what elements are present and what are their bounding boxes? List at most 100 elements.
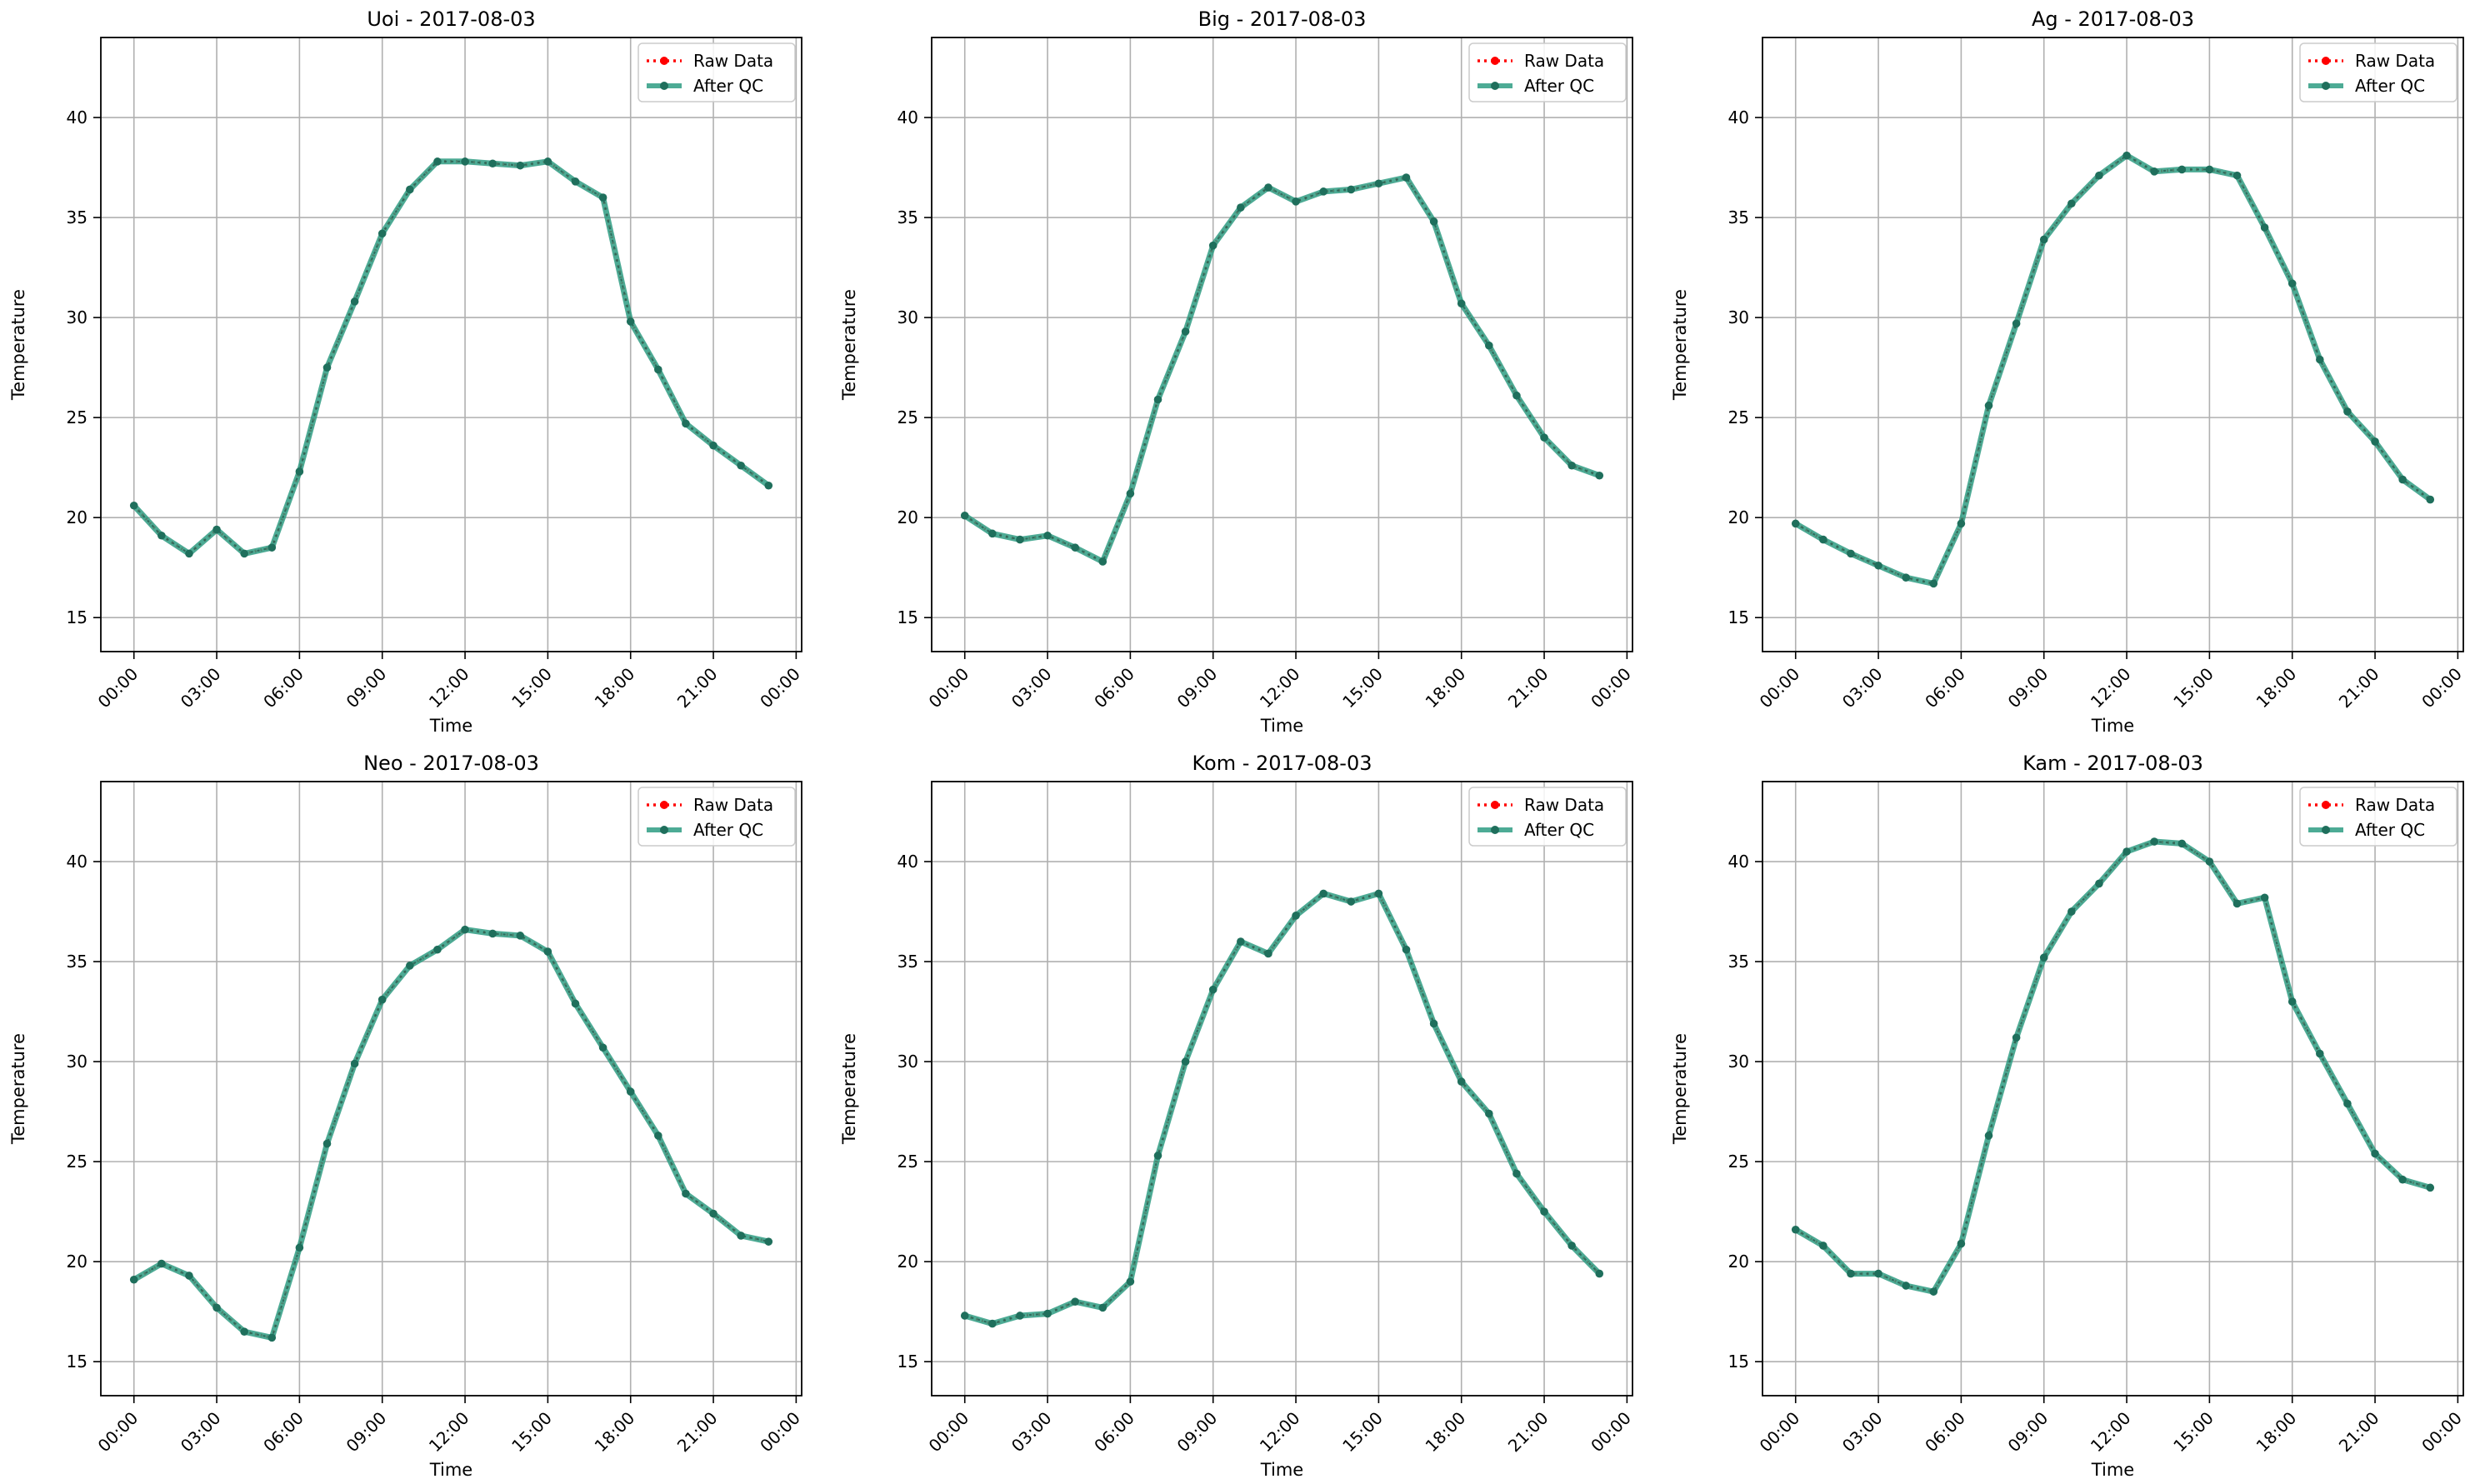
data-point	[185, 549, 193, 558]
y-tick-label: 20	[898, 1252, 918, 1272]
x-tick-label: 09:00	[2004, 1408, 2052, 1457]
y-tick-label: 25	[1728, 407, 1749, 427]
data-point	[709, 441, 718, 450]
data-point	[1847, 1269, 1855, 1278]
x-tick-label: 06:00	[1921, 664, 1969, 712]
data-point	[543, 947, 552, 956]
data-point	[1153, 1152, 1162, 1160]
x-tick-label: 03:00	[1008, 1408, 1056, 1457]
x-tick-label: 09:00	[342, 1408, 391, 1457]
data-point	[764, 481, 773, 490]
subplot-2: 00:00 03:00 06:00 09:00 12:00 15:00 18:00 21:00…	[839, 7, 1635, 736]
x-tick-label: 06:00	[1090, 664, 1138, 712]
legend-qc-label: After QC	[1524, 820, 1594, 840]
data-point	[654, 1132, 662, 1140]
y-tick-label: 40	[1728, 852, 1749, 872]
y-tick-label: 40	[1728, 107, 1749, 127]
data-point	[2205, 165, 2214, 174]
x-tick-label: 12:00	[1256, 1408, 1304, 1457]
raw-data-overlay-line	[964, 892, 1601, 1325]
x-tick-label: 18:00	[1422, 1408, 1470, 1457]
data-point	[2426, 1183, 2435, 1192]
data-point	[1540, 433, 1548, 442]
y-axis-label: Temperature	[8, 289, 28, 401]
x-tick-label: 00:00	[1587, 664, 1635, 712]
plot-area	[1762, 782, 2463, 1396]
data-point	[406, 962, 414, 970]
legend-qc-marker	[2322, 82, 2330, 90]
legend-raw-label: Raw Data	[1524, 51, 1604, 71]
y-tick-label: 30	[67, 1052, 88, 1072]
data-point	[1791, 1225, 1800, 1234]
subplot-title: Big - 2017-08-03	[1198, 7, 1367, 31]
subplot-title: Ag - 2017-08-03	[2032, 7, 2194, 31]
x-tick-label: 06:00	[259, 1408, 308, 1457]
data-point	[1264, 183, 1272, 192]
x-tick-label: 18:00	[591, 664, 639, 712]
legend-qc-marker	[660, 82, 668, 90]
data-point	[2039, 953, 2048, 962]
y-axis-label: Temperature	[8, 1033, 28, 1145]
data-point	[1347, 897, 1356, 906]
legend: Raw Data After QC	[638, 787, 796, 847]
legend-qc-marker	[660, 826, 668, 834]
x-tick-label: 21:00	[1504, 1408, 1552, 1457]
plot-area	[101, 782, 802, 1396]
data-point	[2426, 495, 2435, 504]
data-point	[1374, 889, 1383, 898]
x-tick-label: 15:00	[1338, 1408, 1387, 1457]
data-point	[1791, 519, 1800, 528]
data-point	[2095, 879, 2103, 888]
data-point	[158, 531, 166, 540]
data-point	[1181, 1057, 1190, 1066]
x-axis-label: Time	[2091, 716, 2134, 736]
x-axis-label: Time	[429, 716, 472, 736]
legend-qc-label: After QC	[1524, 76, 1594, 96]
data-point	[598, 193, 608, 202]
data-point	[2232, 171, 2242, 180]
data-point	[1126, 489, 1135, 498]
data-point	[433, 157, 442, 166]
data-point	[2398, 475, 2407, 484]
legend: Raw Data After QC	[1468, 787, 1627, 847]
axes-frame	[931, 781, 1633, 1397]
data-point	[1181, 327, 1190, 336]
legend-raw-marker	[1491, 57, 1499, 65]
data-point	[1485, 341, 1493, 350]
data-point	[212, 1303, 221, 1312]
data-point	[1819, 535, 1828, 544]
y-tick-label: 35	[1728, 207, 1749, 227]
data-point	[2178, 165, 2187, 174]
data-point	[1874, 1269, 1882, 1278]
data-point	[626, 1087, 635, 1096]
data-point	[268, 1333, 277, 1342]
data-point	[2288, 279, 2297, 288]
data-point	[2371, 1149, 2379, 1158]
data-point	[598, 1043, 608, 1052]
data-point	[988, 529, 997, 538]
subplot-5: 00:00 03:00 06:00 09:00 12:00 15:00 18:00 21:00…	[839, 752, 1635, 1480]
data-point	[1568, 1242, 1576, 1250]
y-axis-label: Temperature	[1670, 289, 1690, 401]
data-point	[1902, 573, 1910, 582]
data-point	[1208, 985, 1218, 994]
x-tick-label: 00:00	[925, 1408, 973, 1457]
y-tick-label: 20	[67, 507, 88, 527]
x-tick-label: 21:00	[673, 664, 722, 712]
data-point	[516, 161, 525, 170]
data-point	[1902, 1282, 1910, 1290]
data-point	[1264, 949, 1272, 958]
data-point	[1984, 1132, 1993, 1140]
data-point	[2260, 223, 2269, 232]
x-axis-label: Time	[429, 1460, 472, 1480]
legend-raw-marker	[660, 801, 668, 809]
data-point	[433, 945, 442, 954]
legend-qc-marker	[1491, 82, 1499, 90]
x-tick-label: 18:00	[1422, 664, 1470, 712]
legend: Raw Data After QC	[1468, 42, 1627, 102]
data-point	[571, 177, 580, 186]
y-tick-label: 25	[1728, 1152, 1749, 1172]
x-axis-label: Time	[1260, 716, 1303, 736]
y-tick-label: 15	[67, 1352, 88, 1372]
legend-qc-label: After QC	[2355, 820, 2425, 840]
